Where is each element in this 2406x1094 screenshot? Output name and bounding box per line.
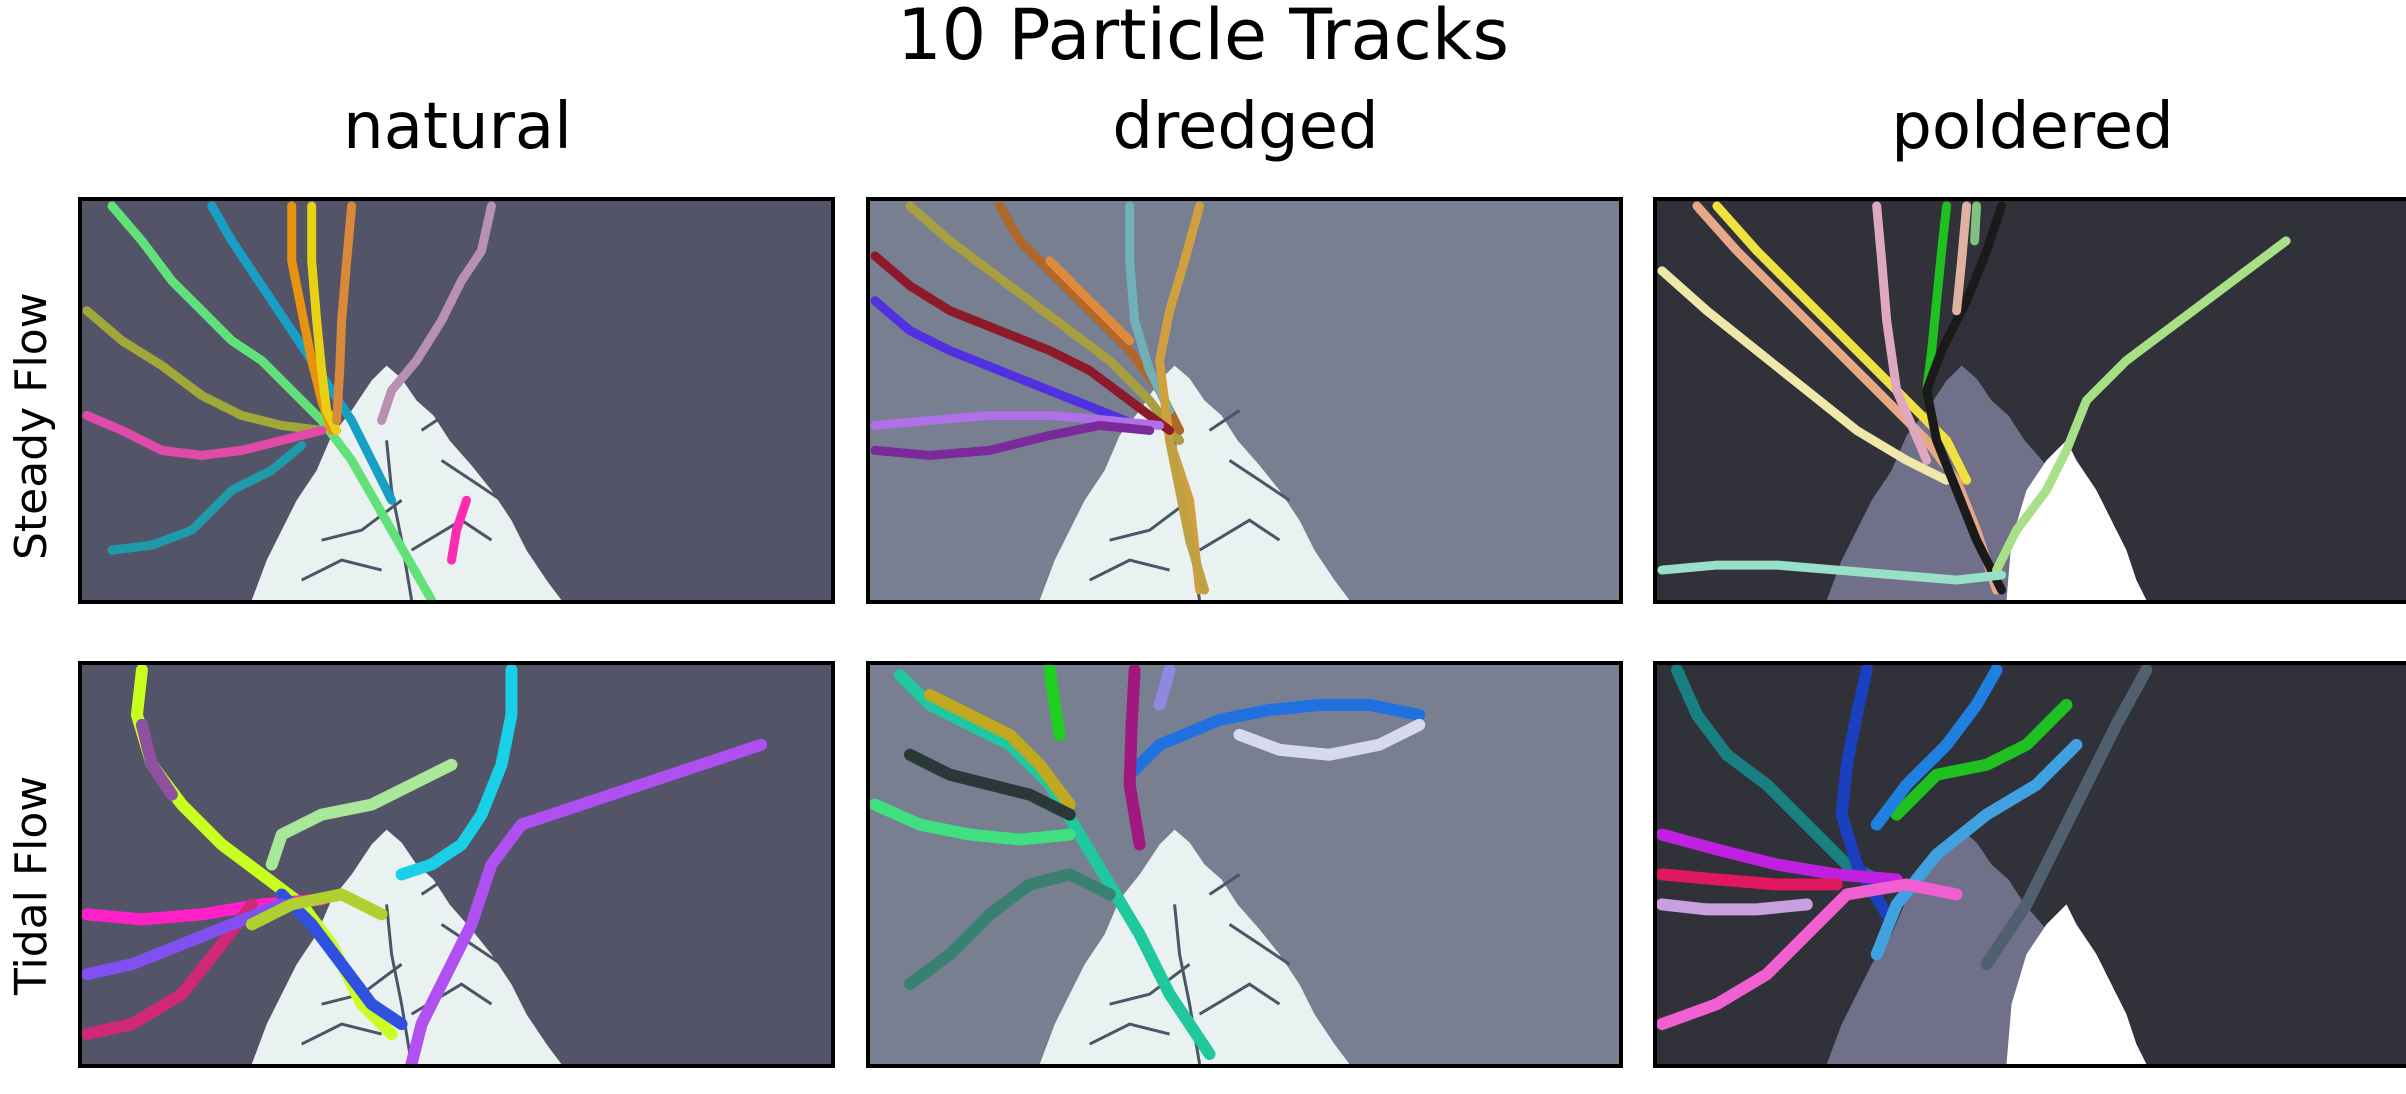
track-8 — [870, 420, 1155, 460]
track-plot-dredged-steady — [870, 201, 1619, 600]
track-3 — [1712, 201, 1972, 485]
track-2 — [923, 688, 1076, 811]
track-5 — [332, 201, 357, 425]
panel-dredged-steady — [866, 197, 1623, 604]
track-6 — [1922, 201, 2007, 595]
track-plot-natural-steady — [82, 201, 831, 600]
track-3 — [395, 665, 518, 881]
particle-tracks — [1657, 201, 2291, 595]
particle-tracks — [82, 665, 768, 1064]
track-7 — [903, 868, 1116, 991]
track-9 — [1952, 201, 1972, 316]
particle-tracks — [1657, 665, 2153, 1031]
delta-shape — [1039, 829, 1350, 1064]
track-8 — [1657, 898, 1813, 916]
track-6 — [275, 888, 408, 1031]
delta-shape — [251, 829, 562, 1064]
track-1 — [1670, 665, 1893, 891]
panel-natural-tidal — [78, 661, 835, 1068]
delta-channels — [1089, 873, 1291, 1064]
track-4 — [1870, 738, 2083, 961]
track-9 — [1043, 665, 1066, 741]
track-1 — [107, 201, 437, 600]
track-8 — [107, 440, 307, 555]
track-9 — [377, 201, 496, 425]
delta-shape — [251, 365, 562, 600]
track-plot-natural-tidal — [82, 665, 831, 1064]
column-title-poldered: poldered — [1891, 90, 2174, 164]
track-4 — [1872, 201, 1932, 465]
track-5 — [870, 251, 1175, 435]
track-5 — [1922, 201, 1952, 396]
track-9 — [135, 718, 178, 801]
track-1 — [1657, 266, 1952, 485]
track-plot-poldered-steady — [1657, 201, 2406, 600]
track-1 — [905, 201, 1185, 445]
track-4 — [1155, 201, 1205, 595]
panel-dredged-tidal — [866, 661, 1623, 1068]
track-7 — [1657, 868, 1843, 891]
track-10 — [1045, 256, 1135, 346]
track-2 — [405, 738, 768, 1064]
track-6 — [1657, 828, 1903, 886]
track-9 — [1165, 435, 1210, 595]
track-2 — [207, 201, 397, 505]
track-10 — [245, 888, 388, 931]
track-10 — [1970, 201, 1982, 246]
track-8 — [1123, 665, 1146, 851]
track-8 — [82, 898, 288, 981]
track-3 — [1890, 698, 2073, 821]
track-4 — [870, 798, 1076, 846]
particle-tracks — [870, 201, 1210, 595]
track-7 — [82, 410, 327, 460]
track-4 — [265, 758, 458, 871]
track-8 — [1657, 560, 2007, 585]
track-10 — [1870, 665, 2003, 831]
track-plot-poldered-tidal — [1657, 665, 2406, 1064]
track-6 — [870, 296, 1155, 435]
particle-tracks — [82, 201, 496, 600]
track-7 — [82, 898, 258, 1041]
track-10 — [1153, 665, 1176, 711]
track-7 — [870, 410, 1165, 430]
track-3 — [1125, 201, 1175, 415]
track-6 — [82, 306, 327, 435]
track-4 — [307, 201, 342, 435]
polder-region — [2006, 440, 2147, 600]
track-10 — [447, 495, 471, 565]
track-3 — [903, 748, 1076, 821]
track-5 — [1123, 698, 1426, 781]
track-6 — [1233, 718, 1426, 761]
particle-tracks — [870, 665, 1426, 1061]
delta-shape — [1039, 365, 1350, 600]
row-title-tidal-flow: Tidal Flow — [6, 775, 57, 995]
panel-poldered-tidal — [1653, 661, 2406, 1068]
polder-region — [2006, 904, 2147, 1064]
column-title-natural: natural — [343, 90, 572, 164]
column-title-dredged: dredged — [1112, 90, 1379, 164]
track-7 — [1992, 236, 2291, 575]
panel-poldered-steady — [1653, 197, 2406, 604]
track-9 — [1657, 878, 1963, 1031]
figure-title: 10 Particle Tracks — [897, 0, 1509, 76]
panel-natural-steady — [78, 197, 835, 604]
row-title-steady-flow: Steady Flow — [6, 292, 57, 560]
delta-landform — [1039, 829, 1350, 1064]
track-plot-dredged-tidal — [870, 665, 1619, 1064]
track-5 — [1980, 665, 2153, 971]
